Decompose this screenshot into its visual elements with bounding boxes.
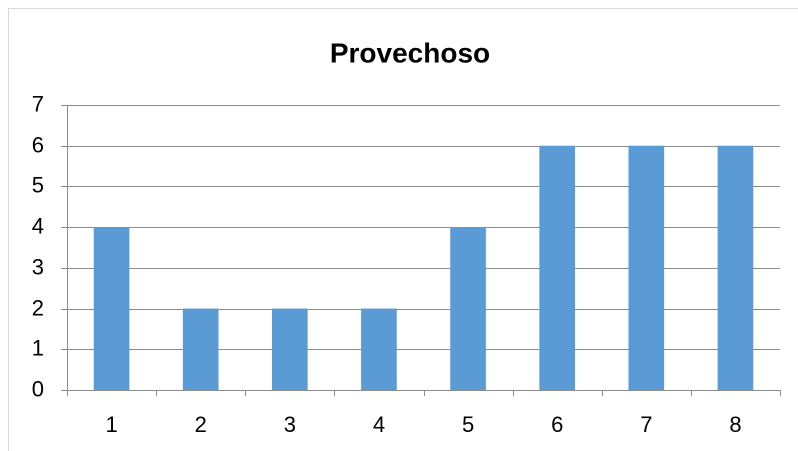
- y-tick-label: 5: [32, 172, 44, 197]
- bar: [628, 145, 665, 390]
- bar: [717, 145, 754, 390]
- bar: [361, 308, 397, 390]
- bar: [93, 227, 130, 390]
- chart-border: [8, 8, 798, 451]
- chart-title: Provechoso: [330, 37, 490, 68]
- y-tick-label: 3: [32, 254, 44, 279]
- x-tick-label: 4: [373, 412, 385, 437]
- x-tick-label: 7: [640, 412, 652, 437]
- x-tick-label: 3: [284, 412, 296, 437]
- y-tick-label: 4: [32, 213, 44, 238]
- x-tick-label: 1: [105, 412, 117, 437]
- x-tick-label: 8: [729, 412, 741, 437]
- x-tick-label: 6: [551, 412, 563, 437]
- x-tick-label: 5: [462, 412, 474, 437]
- bar: [539, 145, 576, 390]
- bar: [271, 308, 308, 390]
- y-tick-label: 2: [32, 295, 44, 320]
- y-tick-label: 1: [32, 335, 44, 360]
- x-tick-label: 2: [195, 412, 207, 437]
- y-tick-label: 7: [32, 91, 44, 116]
- y-tick-label: 6: [32, 132, 44, 157]
- y-tick-label: 0: [32, 376, 44, 401]
- bar: [182, 308, 219, 390]
- bar: [450, 227, 486, 390]
